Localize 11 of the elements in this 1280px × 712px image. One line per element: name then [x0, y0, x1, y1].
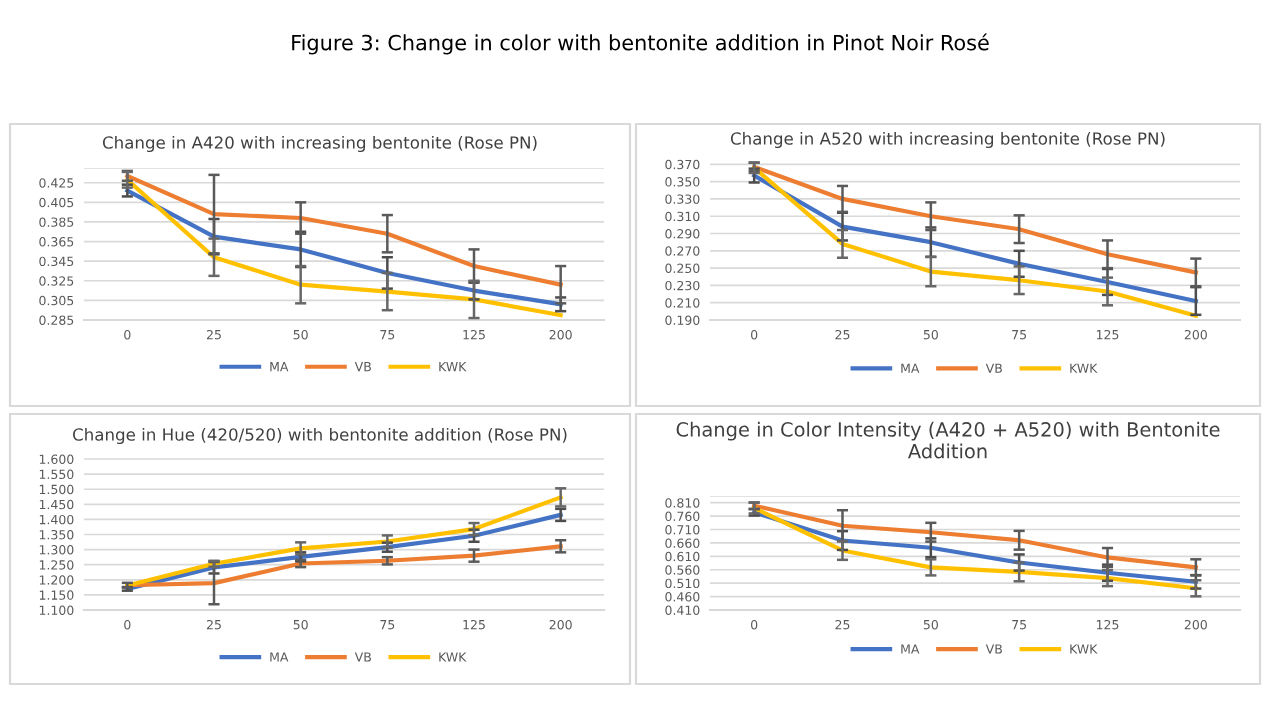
line-series — [125, 173, 563, 287]
line-series — [752, 503, 1198, 570]
chart-title: Change in A420 with increasing bentonite (Rose PN) — [102, 135, 537, 153]
line-series — [125, 188, 563, 307]
chart-title: Change in A520 with increasing bentonite (Rose PN) — [730, 131, 1165, 149]
line-series — [752, 164, 1198, 275]
chart-title: Change in Color Intensity (A420 + A520) with Bentonite Addition — [676, 421, 1220, 459]
line-series — [125, 495, 563, 588]
caption: Figure 3: Change in color with bentonite addition in Pinot Noir Rosé — [292, 33, 989, 55]
chart-title: Change in Hue (420/520) with bentonite addition (Rose PN) — [73, 427, 567, 445]
line-series — [125, 177, 563, 318]
